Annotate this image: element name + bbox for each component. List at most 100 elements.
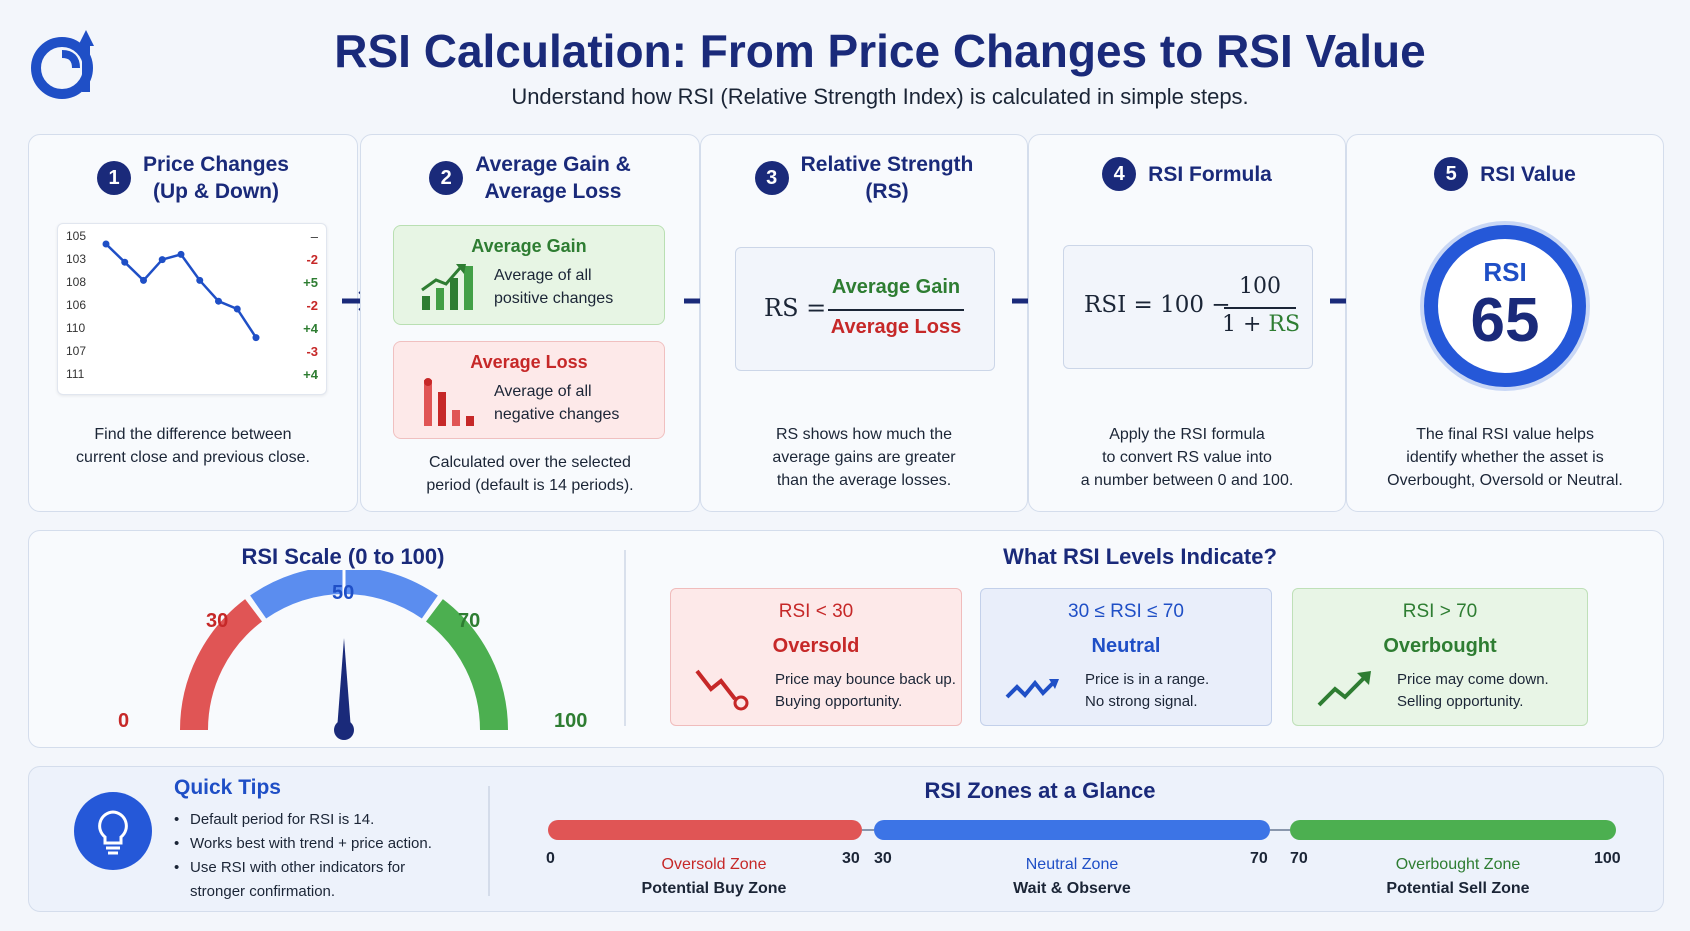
step-title: RSI Formula [1148, 162, 1272, 186]
zone-end: 100 [1594, 850, 1621, 867]
price-change: -2 [306, 252, 318, 267]
step-description: identify whether the asset is [1406, 449, 1604, 466]
zone-bar-oversold [548, 820, 862, 840]
average-gain-box: Average Gain Average of all positive chan… [393, 225, 665, 325]
level-text: Price may come down. [1397, 671, 1549, 688]
step-description: period (default is 14 periods). [426, 477, 634, 494]
price-change-table: 105 103 108 106 110 107 111 – -2 +5 -2 +… [57, 223, 327, 395]
price-value: 103 [66, 252, 87, 266]
rsi-formula-minus: − [1211, 292, 1231, 318]
price-change: +4 [303, 367, 318, 382]
fraction-bar [828, 309, 964, 311]
zone-end: 30 [842, 850, 860, 867]
step-description: current close and previous close. [76, 449, 310, 466]
gauge-segment-overbought [425, 599, 508, 731]
rsi-formula-denominator-rs: RS [1268, 312, 1301, 337]
price-change: -3 [306, 344, 318, 359]
step-badge: 3 [754, 161, 789, 195]
level-card-overbought: RSI > 70 Overbought Price may come down.… [1292, 588, 1588, 726]
zones-title: RSI Zones at a Glance [924, 778, 1156, 803]
rsi-scale-title: RSI Scale (0 to 100) [241, 544, 445, 569]
zone-start: 0 [546, 850, 555, 867]
level-text: Price may bounce back up. [775, 671, 956, 688]
step-card-rsi-formula: 4 RSI Formula RSI = 100 − 100 1 + RS App… [1028, 134, 1346, 512]
step-description: The final RSI value helps [1416, 426, 1594, 443]
bar-chart-down-icon [424, 378, 474, 426]
zone-sub-neutral: Wait & Observe [1013, 880, 1131, 897]
page-title: RSI Calculation: From Price Changes to R… [334, 25, 1426, 77]
price-point [252, 334, 260, 342]
step-card-price-changes: 1 Price Changes (Up & Down) 105 103 108 1… [28, 134, 358, 512]
price-point [140, 276, 147, 284]
step-card-rsi-value: 5 RSI Value RSI 65 The final RSI value h… [1346, 134, 1664, 512]
level-condition: RSI > 70 [1402, 601, 1478, 622]
rsi-formula-lhs: RSI [1084, 292, 1127, 318]
brand-logo-icon [31, 30, 94, 99]
scale-label-100: 100 [554, 710, 588, 732]
price-point [158, 256, 166, 264]
tip-item: Works best with trend + price action. [174, 832, 432, 856]
step-badge: 1 [97, 161, 132, 195]
step-description: to convert RS value into [1102, 449, 1272, 466]
step-description: Overbought, Oversold or Neutral. [1387, 472, 1623, 489]
step-card-average-gain-loss: 2 Average Gain & Average Loss Average Gai… [360, 134, 700, 512]
rs-formula-box: RS = Average Gain Average Loss [735, 247, 995, 371]
price-change: +5 [303, 275, 318, 290]
step-description: RS shows how much the [775, 426, 953, 443]
price-point [215, 297, 222, 305]
price-value: 111 [66, 367, 85, 381]
step-description: a number between 0 and 100. [1080, 472, 1294, 489]
zone-end: 70 [1250, 850, 1268, 867]
trend-sideways-icon [1005, 679, 1059, 699]
price-point [196, 276, 204, 284]
level-condition: 30 ≤ RSI ≤ 70 [1068, 601, 1184, 622]
step-title: Relative Strength [800, 153, 974, 176]
zone-name-neutral: Neutral Zone [1025, 856, 1119, 873]
rs-formula-lhs: RS [764, 294, 799, 322]
step-badge: 5 [1434, 157, 1469, 191]
average-gain-text: positive changes [494, 290, 614, 307]
average-loss-box: Average Loss Average of all negative chan… [393, 341, 665, 439]
rsi-value-number: 65 [1470, 286, 1540, 355]
zone-start: 30 [874, 850, 892, 867]
price-value: 110 [66, 321, 86, 335]
panel-divider [488, 786, 490, 896]
rsi-value-ring: RSI 65 [1424, 225, 1586, 387]
page-subtitle: Understand how RSI (Relative Strength In… [511, 84, 1249, 109]
step-title: RSI Value [1480, 162, 1576, 186]
rsi-formula-box: RSI = 100 − 100 1 + RS [1063, 245, 1313, 369]
rsi-levels-title: What RSI Levels Indicate? [1003, 544, 1277, 569]
price-value: 107 [66, 344, 87, 358]
rs-formula-denominator: Average Loss [830, 316, 962, 338]
level-card-neutral: 30 ≤ RSI ≤ 70 Neutral Price is in a rang… [980, 588, 1272, 726]
tips-list: Default period for RSI is 14. Works best… [174, 808, 432, 904]
tip-item-continued: stronger confirmation. [190, 883, 336, 900]
rsi-formula-hundred: 100 [1160, 292, 1204, 318]
lightbulb-icon [74, 792, 152, 870]
average-loss-text: Average of all [494, 383, 592, 400]
level-text: Buying opportunity. [775, 693, 903, 710]
zone-bar-overbought [1290, 820, 1616, 840]
tip-item: Default period for RSI is 14. [174, 808, 432, 832]
gauge-hub [334, 720, 354, 740]
step-title-sub: (RS) [865, 180, 909, 203]
step-title-sub: Average Loss [484, 180, 622, 203]
step-description: Apply the RSI formula [1109, 426, 1265, 443]
zone-name-oversold: Oversold Zone [661, 856, 767, 873]
step-description: Find the difference between [94, 426, 292, 443]
trend-up-icon [1317, 671, 1371, 707]
step-badge: 4 [1102, 157, 1137, 191]
price-line [105, 243, 258, 339]
average-gain-text: Average of all [494, 267, 592, 284]
zone-name-overbought: Overbought Zone [1395, 856, 1521, 873]
average-gain-title: Average Gain [471, 236, 587, 256]
tip-item: Use RSI with other indicators for [174, 856, 432, 880]
rs-formula-numerator: Average Gain [831, 276, 961, 298]
level-name: Neutral [1091, 635, 1161, 657]
price-value: 106 [66, 298, 87, 312]
price-change: +4 [303, 321, 318, 336]
price-point [233, 305, 241, 313]
level-name: Overbought [1383, 635, 1497, 657]
tips-title: Quick Tips [174, 776, 281, 799]
price-line-chart [102, 240, 260, 342]
